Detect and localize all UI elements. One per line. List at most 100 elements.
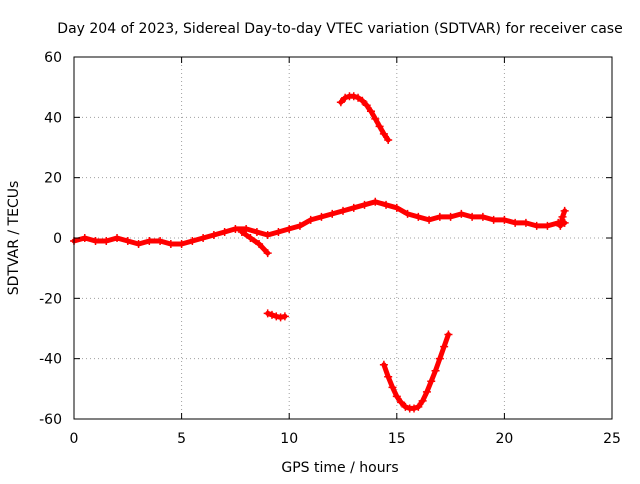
data-point	[306, 215, 315, 224]
series-main-band	[71, 199, 568, 247]
y-tick-label: 60	[44, 50, 62, 66]
data-point	[166, 240, 175, 249]
x-tick-label: 20	[495, 431, 513, 447]
data-point	[255, 240, 264, 249]
data-point	[427, 377, 436, 386]
x-tick-label: 5	[177, 431, 186, 447]
data-point	[145, 237, 154, 246]
data-point	[280, 312, 289, 321]
data-point	[113, 234, 122, 242]
data-point	[543, 221, 552, 230]
data-point	[435, 212, 444, 221]
data-point	[263, 249, 272, 258]
data-point	[384, 135, 393, 144]
data-point	[341, 93, 350, 102]
data-point	[403, 209, 412, 218]
data-point	[237, 227, 246, 236]
tick-label-layer: 0 5 10 15 20 25 -60 -40 -20 0 20 40 60	[39, 50, 621, 447]
y-tick-label: 0	[53, 231, 62, 247]
data-point	[366, 107, 375, 116]
data-point	[375, 122, 384, 131]
data-point	[358, 96, 367, 105]
data-point	[556, 221, 565, 230]
data-point	[199, 234, 208, 242]
series-dip-mid	[239, 229, 271, 256]
data-point	[371, 114, 380, 123]
data-point	[489, 215, 498, 224]
data-point	[274, 227, 283, 236]
series-layer	[70, 92, 569, 413]
data-point	[80, 234, 89, 242]
data-point	[156, 237, 165, 246]
x-tick-label: 25	[603, 431, 621, 447]
x-tick-label: 10	[280, 431, 298, 447]
axis-layer	[73, 56, 613, 420]
data-point	[500, 215, 509, 224]
data-point	[252, 227, 261, 236]
data-point	[422, 387, 431, 396]
data-point	[511, 218, 520, 227]
data-point	[328, 209, 337, 218]
data-point	[532, 221, 541, 230]
data-point	[560, 206, 569, 215]
data-point	[558, 212, 567, 221]
x-tick-label: 0	[70, 431, 79, 447]
data-point	[457, 209, 466, 218]
y-tick-label: -40	[39, 352, 62, 368]
data-point	[410, 404, 419, 413]
data-point	[134, 240, 143, 249]
data-point	[231, 224, 240, 233]
data-point	[272, 312, 281, 321]
data-point	[379, 129, 388, 138]
data-point	[384, 372, 393, 381]
y-axis-label: SDTVAR / TECUs	[6, 181, 22, 296]
x-tick-label: 15	[388, 431, 406, 447]
data-point	[435, 354, 444, 363]
data-point	[349, 203, 358, 212]
data-point	[521, 218, 530, 227]
data-point	[431, 366, 440, 375]
data-point	[102, 237, 111, 246]
data-point	[242, 224, 251, 233]
data-point	[220, 227, 229, 236]
data-point	[401, 402, 410, 411]
data-point	[440, 342, 449, 351]
data-point	[317, 212, 326, 221]
data-point	[188, 237, 197, 246]
data-point	[414, 212, 423, 221]
data-point	[354, 93, 363, 102]
data-point	[388, 383, 397, 392]
data-point	[397, 398, 406, 407]
chart-title: Day 204 of 2023, Sidereal Day-to-day VTE…	[57, 21, 622, 37]
data-point	[468, 212, 477, 221]
data-point	[339, 206, 347, 215]
x-axis-label: GPS time / hours	[281, 460, 398, 476]
data-point	[414, 402, 423, 411]
data-point	[478, 212, 487, 221]
data-point	[295, 221, 304, 230]
data-point	[382, 200, 391, 209]
data-point	[246, 234, 255, 242]
data-point	[379, 360, 388, 369]
data-point	[360, 200, 369, 209]
data-point	[446, 212, 455, 221]
data-point	[392, 203, 401, 212]
data-point	[285, 224, 294, 233]
y-tick-label: -20	[39, 291, 62, 307]
data-point	[123, 237, 132, 246]
data-point	[371, 197, 380, 206]
data-point	[336, 98, 345, 107]
data-point	[444, 330, 453, 339]
data-point	[209, 230, 218, 239]
data-point	[267, 310, 276, 319]
data-point	[362, 101, 371, 110]
data-point	[425, 215, 434, 224]
data-point	[349, 92, 358, 101]
data-point	[263, 230, 272, 239]
y-tick-label: -60	[39, 412, 62, 428]
data-point	[418, 396, 427, 405]
y-tick-label: 20	[44, 171, 62, 187]
data-point	[91, 237, 100, 246]
